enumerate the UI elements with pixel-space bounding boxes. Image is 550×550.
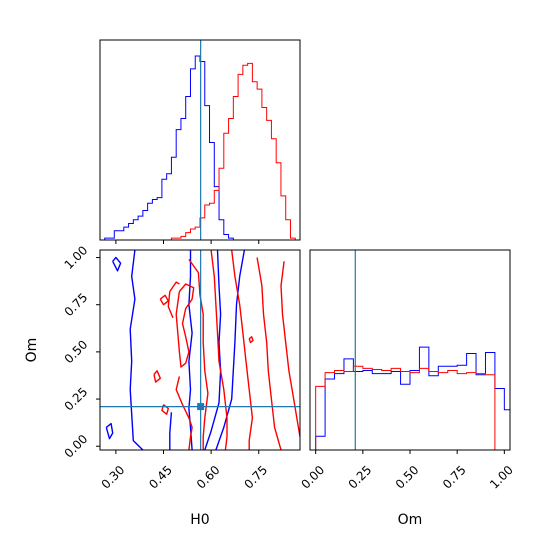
joint-contour-marks xyxy=(100,250,300,450)
x-tick-label: 0.50 xyxy=(393,463,422,492)
x-tick-label: 0.75 xyxy=(242,463,271,492)
contour-red-5 xyxy=(231,250,254,450)
contour-red-3 xyxy=(188,258,209,450)
histogram-series-red xyxy=(100,62,300,241)
om-histogram-marks xyxy=(310,250,511,451)
contour-red-0 xyxy=(175,283,195,368)
contour-blue-5 xyxy=(112,256,122,272)
contour-red-2 xyxy=(175,376,193,450)
contour-red-10 xyxy=(161,404,170,415)
contour-red-8 xyxy=(159,294,170,306)
y-tick-label: 1.00 xyxy=(62,243,91,272)
truth-marker xyxy=(197,403,205,411)
y-tick-label: 0.50 xyxy=(62,337,91,366)
contour-blue-0 xyxy=(129,250,144,450)
h0-marginal-ticks xyxy=(115,240,260,244)
contour-red-7 xyxy=(280,261,300,437)
x-axis-label-om: Om xyxy=(398,512,423,528)
y-tick-label: 0.25 xyxy=(62,385,91,414)
y-tick-label: 0.75 xyxy=(62,290,91,319)
contour-blue-3 xyxy=(204,250,222,450)
om-marginal-frame xyxy=(309,249,511,451)
contour-lines xyxy=(100,250,300,450)
histogram-series-red xyxy=(310,365,510,451)
x-tick-label: 0.30 xyxy=(99,463,128,492)
om-marginal-panel: 0.00 0.25 0.50 0.75 1.00 Om xyxy=(298,249,516,528)
x-tick-label: 1.00 xyxy=(487,463,516,492)
h0-histogram-marks xyxy=(100,40,300,241)
contour-blue-6 xyxy=(105,422,114,440)
contour-blue-4 xyxy=(215,250,246,450)
y-axis-label-om: Om xyxy=(24,338,40,363)
contour-red-1 xyxy=(167,281,180,319)
contour-red-9 xyxy=(153,370,162,383)
x-tick-label: 0.00 xyxy=(298,463,327,492)
contour-red-6 xyxy=(256,257,282,450)
contour-blue-1 xyxy=(169,412,173,450)
x-tick-label: 0.60 xyxy=(194,463,223,492)
histogram-series-blue xyxy=(100,55,300,241)
joint-contour-panel: 0.30 0.45 0.60 0.750.000.250.500.751.00 H0 … xyxy=(24,243,301,528)
contour-red-11 xyxy=(248,336,254,344)
contour-red-4 xyxy=(210,250,228,450)
y-tick-label: 0.00 xyxy=(62,432,91,461)
x-tick-label: 0.45 xyxy=(146,463,175,492)
h0-marginal-panel xyxy=(99,39,301,244)
x-axis-label-h0: H0 xyxy=(190,512,209,528)
joint-contour-frame xyxy=(99,249,301,451)
histogram-series-blue xyxy=(310,346,511,451)
h0-marginal-frame xyxy=(99,39,301,241)
x-tick-label: 0.25 xyxy=(346,463,375,492)
om-marginal-ticks: 0.00 0.25 0.50 0.75 1.00 xyxy=(298,450,516,492)
x-tick-label: 0.75 xyxy=(440,463,469,492)
